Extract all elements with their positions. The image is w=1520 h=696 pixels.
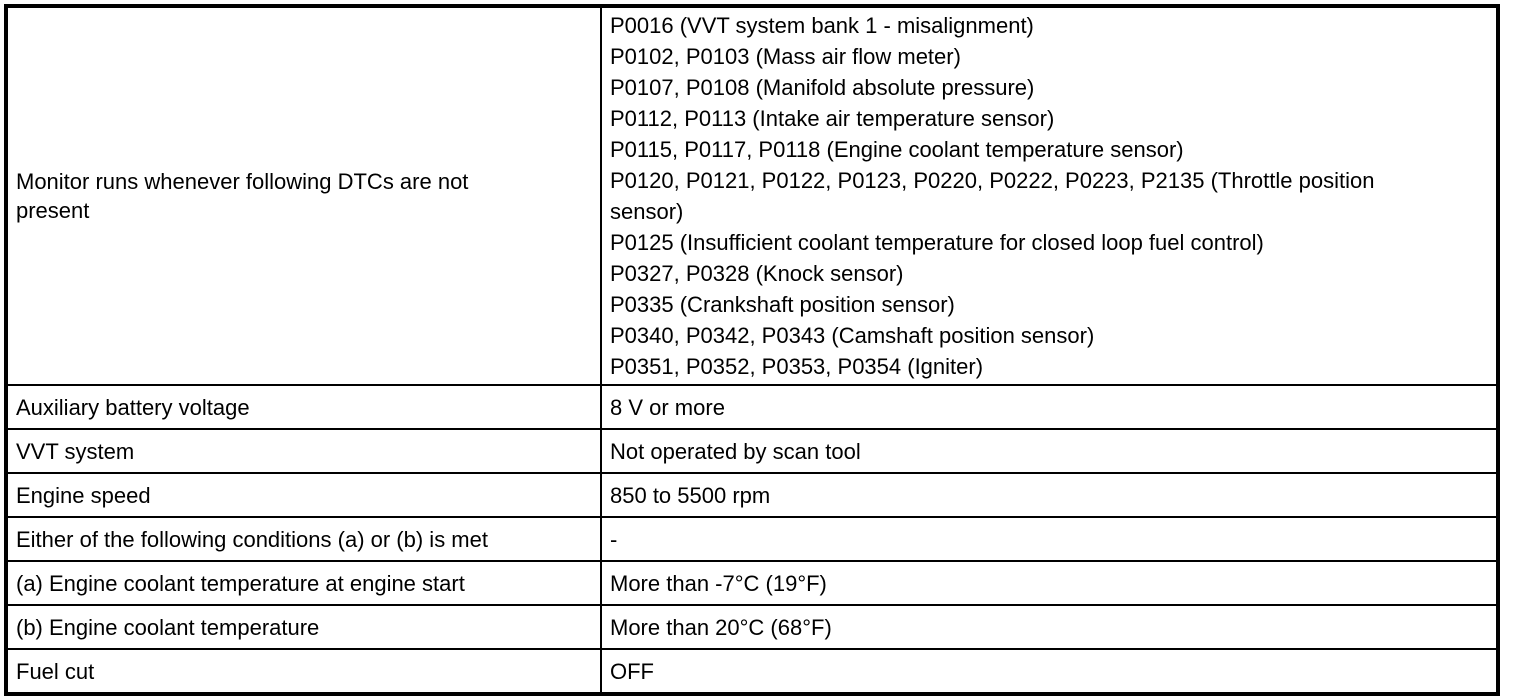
condition-value-cell: 850 to 5500 rpm bbox=[600, 472, 1499, 518]
condition-value: - bbox=[610, 526, 618, 552]
condition-value: More than -7°C (19°F) bbox=[610, 570, 827, 596]
condition-label-cell: Either of the following conditions (a) o… bbox=[5, 516, 602, 562]
table-row-vvt-system: VVT system Not operated by scan tool bbox=[5, 428, 1499, 474]
condition-label-cell: VVT system bbox=[5, 428, 602, 474]
condition-value-cell: - bbox=[600, 516, 1499, 562]
condition-value-cell: P0016 (VVT system bank 1 - misalignment)… bbox=[600, 5, 1499, 386]
condition-label-cell: (b) Engine coolant temperature bbox=[5, 604, 602, 650]
condition-value-cell: 8 V or more bbox=[600, 384, 1499, 430]
dtc-line: P0016 (VVT system bank 1 - misalignment) bbox=[610, 13, 1034, 38]
condition-label: Either of the following conditions (a) o… bbox=[16, 526, 488, 552]
condition-value-cell: More than 20°C (68°F) bbox=[600, 604, 1499, 650]
dtc-line: P0125 (Insufficient coolant temperature … bbox=[610, 230, 1264, 255]
condition-label: Engine speed bbox=[16, 482, 151, 508]
table-row-ect: (b) Engine coolant temperature More than… bbox=[5, 604, 1499, 650]
monitor-conditions-table: Monitor runs whenever following DTCs are… bbox=[4, 4, 1500, 696]
dtc-line: P0340, P0342, P0343 (Camshaft position s… bbox=[610, 323, 1095, 348]
table-row-ect-engine-start: (a) Engine coolant temperature at engine… bbox=[5, 560, 1499, 606]
condition-value: 850 to 5500 rpm bbox=[610, 482, 771, 508]
condition-label-cell: (a) Engine coolant temperature at engine… bbox=[5, 560, 602, 606]
table-row-engine-speed: Engine speed 850 to 5500 rpm bbox=[5, 472, 1499, 518]
dtc-line: P0335 (Crankshaft position sensor) bbox=[610, 292, 955, 317]
condition-value: 8 V or more bbox=[610, 394, 725, 420]
condition-label: Auxiliary battery voltage bbox=[16, 394, 250, 420]
dtc-line: P0351, P0352, P0353, P0354 (Igniter) bbox=[610, 354, 984, 379]
condition-value-cell: Not operated by scan tool bbox=[600, 428, 1499, 474]
condition-label-cell: Engine speed bbox=[5, 472, 602, 518]
dtc-line: P0112, P0113 (Intake air temperature sen… bbox=[610, 106, 1055, 131]
dtc-line: P0115, P0117, P0118 (Engine coolant temp… bbox=[610, 137, 1184, 162]
table-row-battery-voltage: Auxiliary battery voltage 8 V or more bbox=[5, 384, 1499, 430]
condition-label: (b) Engine coolant temperature bbox=[16, 614, 320, 640]
condition-label: Monitor runs whenever following DTCs are… bbox=[16, 169, 469, 223]
table-row-fuel-cut: Fuel cut OFF bbox=[5, 648, 1499, 695]
document-page: Monitor runs whenever following DTCs are… bbox=[4, 4, 1500, 696]
dtc-line: P0102, P0103 (Mass air flow meter) bbox=[610, 44, 961, 69]
condition-label: Fuel cut bbox=[16, 658, 95, 684]
condition-label: (a) Engine coolant temperature at engine… bbox=[16, 570, 465, 596]
condition-label-cell: Auxiliary battery voltage bbox=[5, 384, 602, 430]
table-row-either-condition: Either of the following conditions (a) o… bbox=[5, 516, 1499, 562]
condition-value: OFF bbox=[610, 658, 654, 684]
dtc-line: P0107, P0108 (Manifold absolute pressure… bbox=[610, 75, 1035, 100]
dtc-line: P0327, P0328 (Knock sensor) bbox=[610, 261, 904, 286]
condition-value-cell: OFF bbox=[600, 648, 1499, 695]
condition-value: More than 20°C (68°F) bbox=[610, 614, 832, 640]
table-row-dtc-conditions: Monitor runs whenever following DTCs are… bbox=[5, 5, 1499, 386]
condition-value-cell: More than -7°C (19°F) bbox=[600, 560, 1499, 606]
condition-label-cell: Fuel cut bbox=[5, 648, 602, 695]
condition-label-cell: Monitor runs whenever following DTCs are… bbox=[5, 5, 602, 386]
condition-value: Not operated by scan tool bbox=[610, 438, 861, 464]
dtc-line: P0120, P0121, P0122, P0123, P0220, P0222… bbox=[610, 168, 1375, 224]
condition-label: VVT system bbox=[16, 438, 135, 464]
